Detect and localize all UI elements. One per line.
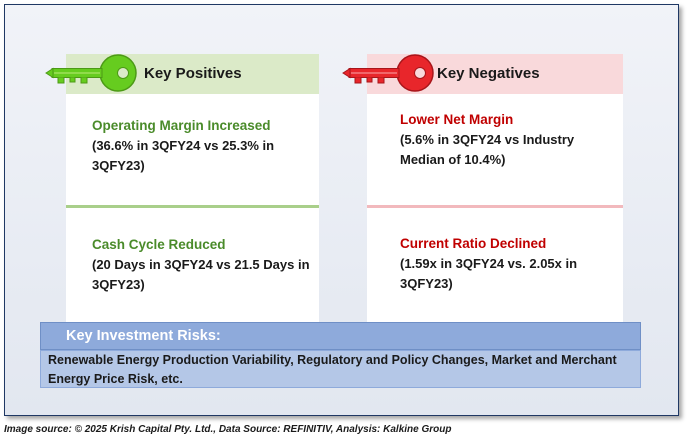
- red-key-icon: [342, 54, 434, 92]
- key-investment-risks-header: Key Investment Risks:: [40, 322, 641, 350]
- key-negatives-panel: Key Negatives Lower Net Margin (5.6% in …: [367, 54, 623, 326]
- negative-divider: [367, 205, 623, 208]
- key-investment-risks-text: Renewable Energy Production Variability,…: [48, 353, 617, 386]
- positive-item-1-title: Operating Margin Increased: [92, 118, 271, 133]
- positive-item-2: Cash Cycle Reduced (20 Days in 3QFY24 vs…: [92, 235, 311, 295]
- positive-item-1: Operating Margin Increased (36.6% in 3QF…: [92, 116, 311, 176]
- image-source-caption: Image source: © 2025 Krish Capital Pty. …: [4, 424, 452, 435]
- key-investment-risks-title: Key Investment Risks:: [66, 328, 221, 344]
- key-negatives-title: Key Negatives: [437, 65, 540, 82]
- negative-item-1: Lower Net Margin (5.6% in 3QFY24 vs Indu…: [400, 110, 615, 170]
- positive-item-1-body: (36.6% in 3QFY24 vs 25.3% in 3QFY23): [92, 138, 275, 173]
- positive-item-2-title: Cash Cycle Reduced: [92, 237, 226, 252]
- positive-item-2-body: (20 Days in 3QFY24 vs 21.5 Days in 3QFY2…: [92, 257, 310, 292]
- key-positives-title: Key Positives: [144, 65, 242, 82]
- negative-item-1-body: (5.6% in 3QFY24 vs Industry Median of 10…: [400, 132, 575, 167]
- key-positives-panel: Key Positives Operating Margin Increased…: [66, 54, 319, 326]
- positive-divider: [66, 205, 319, 208]
- negative-item-2-title: Current Ratio Declined: [400, 236, 547, 251]
- key-investment-risks-body: Renewable Energy Production Variability,…: [40, 350, 641, 388]
- green-key-icon: [45, 54, 137, 92]
- negative-item-2: Current Ratio Declined (1.59x in 3QFY24 …: [400, 234, 615, 294]
- negative-item-1-title: Lower Net Margin: [400, 112, 514, 127]
- negative-item-2-body: (1.59x in 3QFY24 vs. 2.05x in 3QFY23): [400, 256, 578, 291]
